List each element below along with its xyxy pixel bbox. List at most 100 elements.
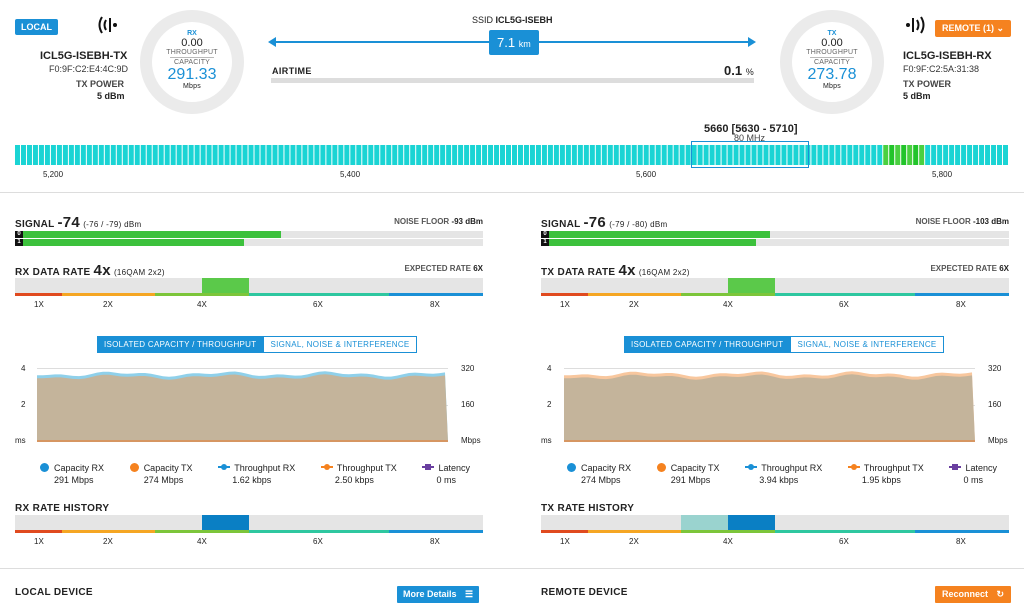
left-history-title: RX RATE HISTORY [15,503,110,514]
spectrum-cell [859,145,865,165]
legend-value: 0 ms [436,475,456,485]
chain-0-label: 0 [15,231,23,238]
spectrum-cell [763,145,769,165]
spectrum-cell [242,145,248,165]
refresh-icon: ↻ [996,589,1005,599]
gauge-capacity: 291.33 [167,66,217,83]
spectrum-cell [488,145,494,165]
tab-isolated-capacity[interactable]: ISOLATED CAPACITY / THROUGHPUT [97,336,264,353]
signal-title: SIGNAL -74 (-76 / -79) dBm [15,214,141,231]
legend-value: 274 Mbps [143,475,184,485]
legend-name: Capacity TX [670,463,720,473]
spectrum-cell [440,145,446,165]
spectrum-cell [188,145,194,165]
legend-item[interactable]: Throughput TX 1.95 kbps [847,463,924,485]
spectrum-cell [236,145,242,165]
distance-unit: km [518,39,531,49]
rate-scale-label: 2X [629,300,639,309]
spectrum-cell [781,145,787,165]
legend-item[interactable]: Capacity RX 291 Mbps [40,463,104,485]
left-capacity-chart [37,368,448,442]
spectrum-cell [350,145,356,165]
left-legend: Capacity RX 291 Mbps Capacity TX 274 Mbps Th… [40,463,470,485]
legend-item[interactable]: Capacity RX 274 Mbps [567,463,631,485]
spectrum-cell [38,145,44,165]
spectrum-cell [973,145,979,165]
spectrum-cell [811,145,817,165]
rate-scale-label: 6X [313,537,323,546]
spectrum-bar[interactable] [15,145,1009,165]
reconnect-button[interactable]: Reconnect ↻ [935,586,1012,603]
spectrum-cell [583,145,589,165]
spectrum-cell [170,145,176,165]
spectrum-cell [667,145,673,165]
rate-title: RX DATA RATE 4x (16QAM 2x2) [15,262,165,279]
rate-scale-lines [541,293,1009,296]
history-segment-4x [202,515,249,530]
spectrum-cell [92,145,98,165]
signal-value: -76 [583,214,607,231]
channel-selection-box[interactable] [691,141,809,168]
local-tx-power-value: 5 dBm [97,91,125,101]
spectrum-cell [529,145,535,165]
gauge-separator [810,57,854,58]
spectrum-cell [841,145,847,165]
chevron-down-icon: ⌄ [996,23,1005,33]
spectrum-cell [428,145,434,165]
signal-title: SIGNAL -76 (-79 / -80) dBm [541,214,667,231]
spectrum-cell [278,145,284,165]
spectrum-cell [464,145,470,165]
spectrum-cell [134,145,140,165]
noise-floor: NOISE FLOOR -93 dBm [394,217,483,226]
legend-item[interactable]: Latency 0 ms [949,463,997,485]
spectrum-cell [625,145,631,165]
right-history-title: TX RATE HISTORY [541,503,635,514]
legend-value: 0 ms [963,475,983,485]
legend-item[interactable]: Throughput RX 3.94 kbps [745,463,822,485]
y-left-tick: 4 [547,364,552,373]
legend-value: 1.62 kbps [232,475,272,485]
remote-device-section-title: REMOTE DEVICE [541,587,628,598]
remote-device-name: ICL5G-ISEBH-RX [903,50,992,62]
legend-name: Capacity RX [581,463,632,473]
legend-item[interactable]: Throughput TX 2.50 kbps [320,463,397,485]
legend-dot-icon [567,463,576,472]
freq-tick: 5,800 [932,170,953,179]
tab-isolated-capacity[interactable]: ISOLATED CAPACITY / THROUGHPUT [624,336,791,353]
right-rate-section: TX DATA RATE 4x (16QAM 2x2) EXPECTED RAT… [541,262,1009,312]
spectrum-cell [26,145,32,165]
spectrum-cell [200,145,206,165]
spectrum-cell [829,145,835,165]
spectrum-cell [308,145,314,165]
channel-frequency: 5660 [5630 - 5710] [704,123,798,135]
spectrum-cell [685,145,691,165]
spectrum-cell [194,145,200,165]
legend-item[interactable]: Capacity TX 291 Mbps [656,463,720,485]
legend-name: Throughput RX [234,463,296,473]
more-details-button[interactable]: More Details ☰ [397,586,480,603]
antenna-rx-icon [901,14,927,42]
tab-signal-noise[interactable]: SIGNAL, NOISE & INTERFERENCE [790,336,944,353]
rate-current-marker [728,278,775,295]
legend-name: Throughput RX [761,463,823,473]
spectrum-cell [757,145,763,165]
spectrum-cell [266,145,272,165]
noise-value: -93 dBm [451,217,483,226]
spectrum-cell [74,145,80,165]
spectrum-cell [338,145,344,165]
legend-value: 2.50 kbps [334,475,374,485]
y-right-tick: Mbps [988,436,1008,445]
legend-item[interactable]: Latency 0 ms [422,463,470,485]
tab-signal-noise[interactable]: SIGNAL, NOISE & INTERFERENCE [263,336,417,353]
remote-badge-dropdown[interactable]: REMOTE (1) ⌄ [935,20,1012,37]
rate-label: TX DATA RATE [541,267,616,278]
legend-item[interactable]: Throughput RX 1.62 kbps [218,463,295,485]
airtime-unit: % [745,67,754,77]
spectrum-cell [823,145,829,165]
airtime-label: AIRTIME [272,66,312,76]
legend-line-icon [847,464,860,470]
distance-badge: 7.1 km [489,30,539,55]
right-chart-tabs: ISOLATED CAPACITY / THROUGHPUT SIGNAL, N… [624,336,944,353]
legend-item[interactable]: Capacity TX 274 Mbps [129,463,193,485]
chain-bars: 0 1 [541,231,1009,246]
